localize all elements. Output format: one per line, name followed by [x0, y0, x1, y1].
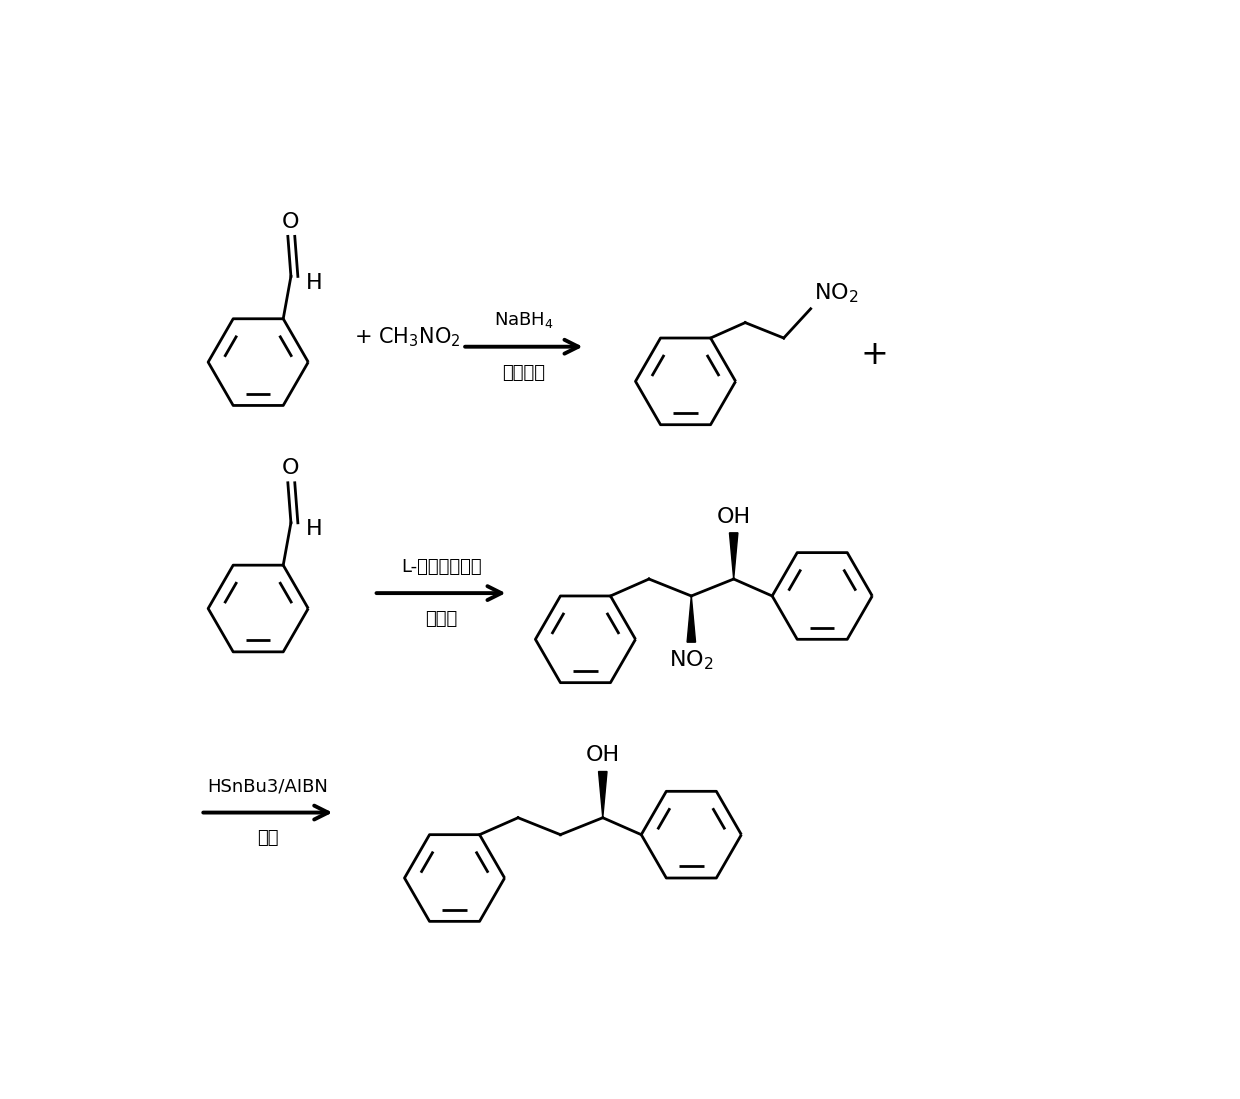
- Text: HSnBu3/AIBN: HSnBu3/AIBN: [207, 778, 329, 796]
- Text: +: +: [861, 337, 888, 370]
- Text: L-肘氨酸衍生物: L-肘氨酸衍生物: [401, 558, 481, 576]
- Text: NaBH$_4$: NaBH$_4$: [494, 310, 554, 330]
- Text: + CH$_3$NO$_2$: + CH$_3$NO$_2$: [355, 325, 461, 349]
- Text: O: O: [283, 212, 300, 232]
- Text: NO$_2$: NO$_2$: [670, 648, 714, 671]
- Text: H: H: [306, 519, 322, 539]
- Text: O: O: [283, 458, 300, 478]
- Text: 添加剑: 添加剑: [425, 610, 458, 628]
- Text: 碱性环境: 碱性环境: [502, 364, 546, 381]
- Text: H: H: [306, 273, 322, 292]
- Polygon shape: [599, 771, 608, 818]
- Polygon shape: [687, 596, 696, 642]
- Text: OH: OH: [585, 745, 620, 765]
- Text: NO$_2$: NO$_2$: [813, 281, 858, 304]
- Polygon shape: [729, 533, 738, 579]
- Text: 甲苯: 甲苯: [257, 830, 279, 847]
- Text: OH: OH: [717, 507, 750, 526]
